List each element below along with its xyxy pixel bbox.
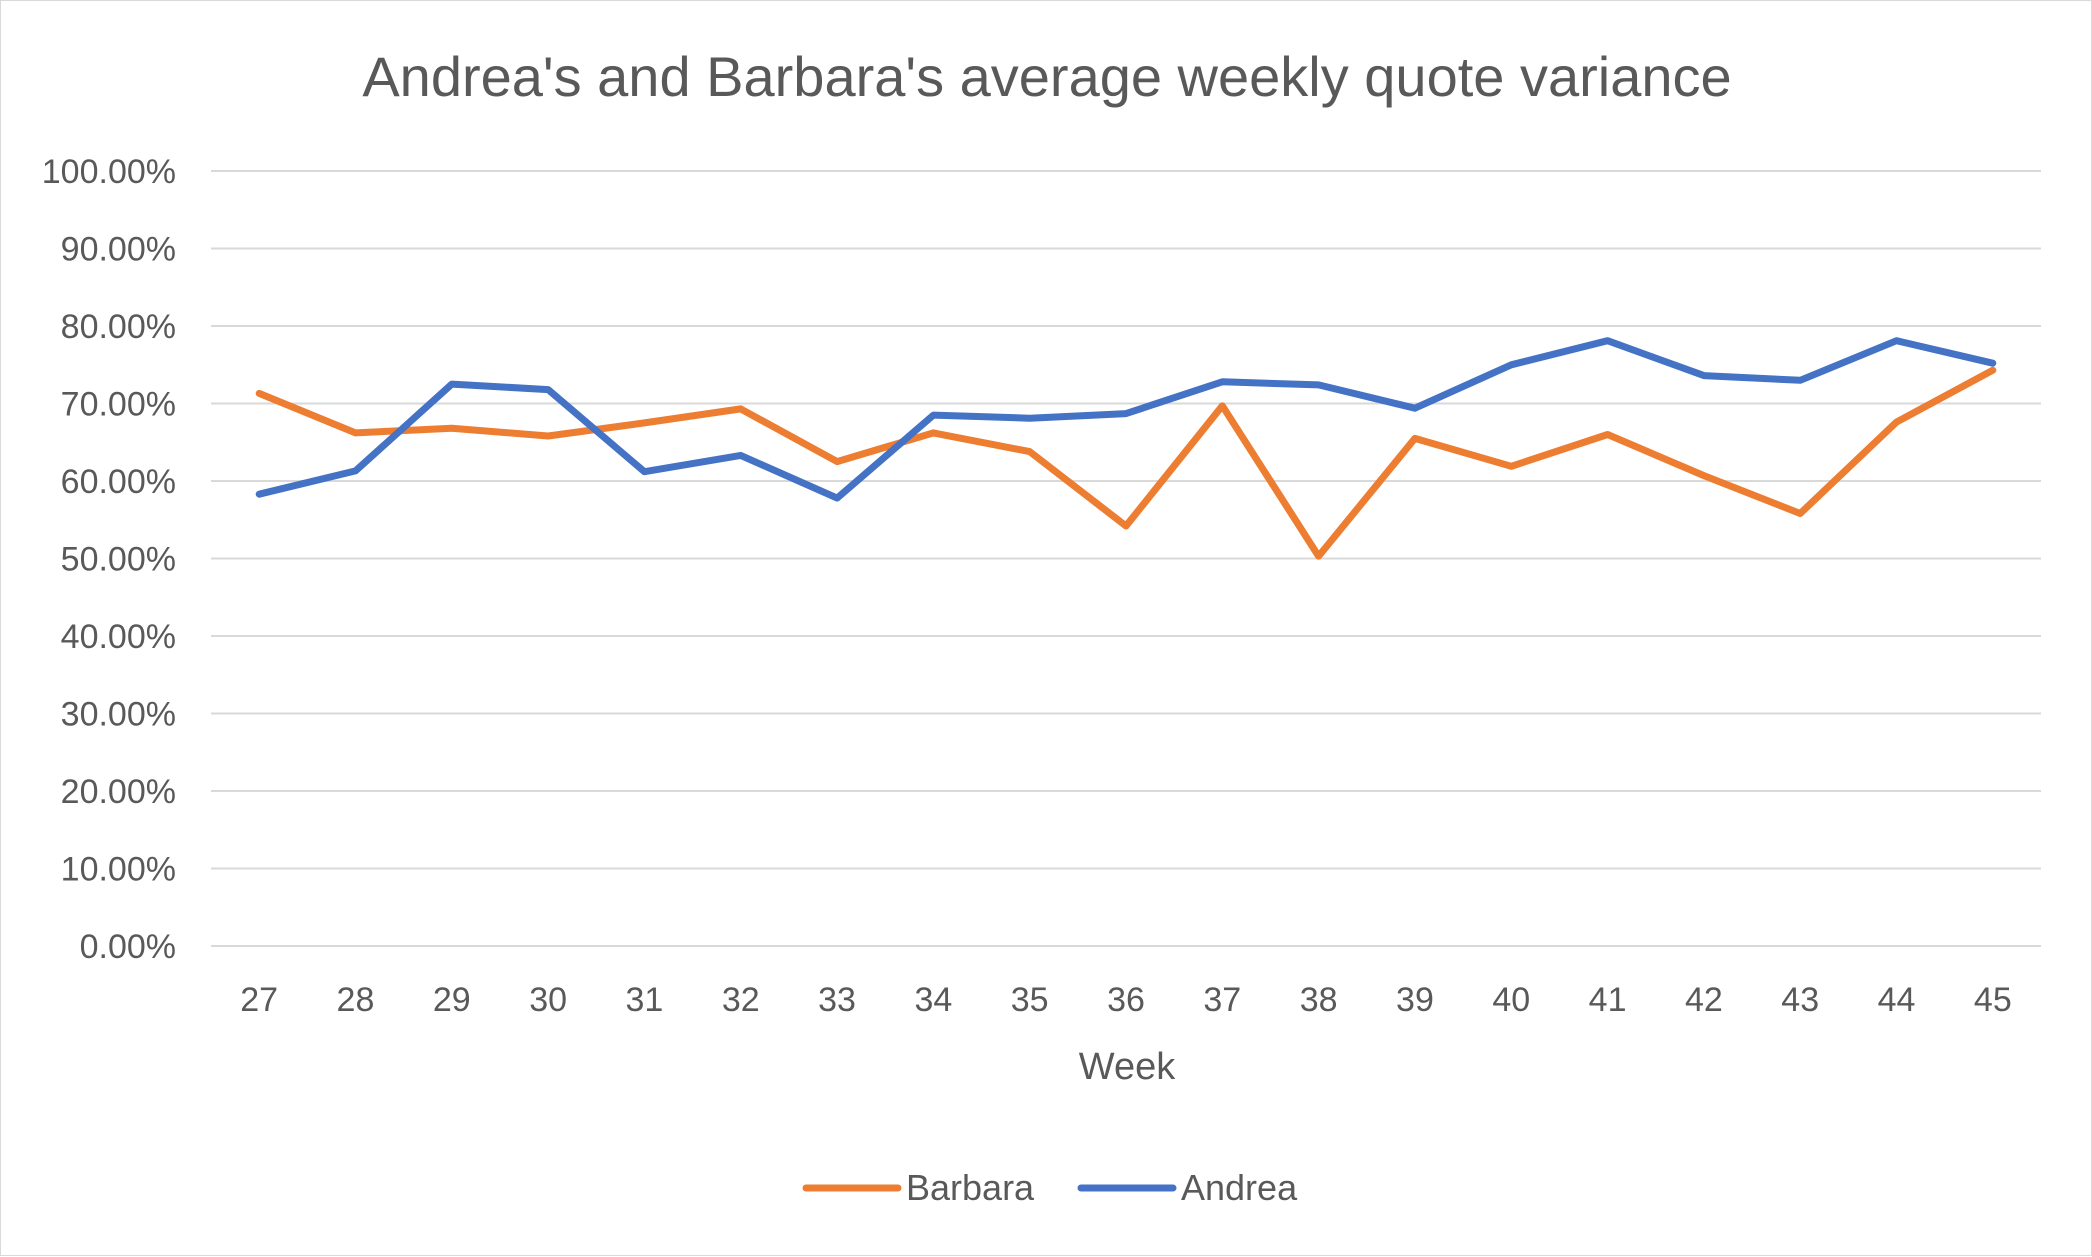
x-tick-label: 30	[529, 981, 567, 1019]
x-tick-label: 45	[1974, 981, 2012, 1019]
x-tick-label: 32	[722, 981, 760, 1019]
x-tick-label: 29	[433, 981, 471, 1019]
y-tick-label: 20.00%	[61, 773, 176, 811]
y-tick-label: 50.00%	[61, 541, 176, 579]
y-tick-label: 70.00%	[61, 386, 176, 424]
x-tick-label: 34	[914, 981, 952, 1019]
y-tick-label: 80.00%	[61, 308, 176, 346]
x-tick-label: 39	[1396, 981, 1434, 1019]
x-tick-label: 38	[1300, 981, 1338, 1019]
x-tick-label: 28	[337, 981, 375, 1019]
series-lines	[255, 337, 1997, 560]
legend: Barbara Andrea	[802, 1167, 1298, 1208]
x-tick-label: 37	[1203, 981, 1241, 1019]
x-tick-label: 41	[1589, 981, 1627, 1019]
y-tick-label: 0.00%	[80, 928, 176, 966]
series-line-andrea	[255, 337, 1997, 502]
legend-label-barbara: Barbara	[906, 1167, 1035, 1208]
y-tick-label: 40.00%	[61, 618, 176, 656]
gridlines	[211, 170, 2041, 947]
y-tick-label: 30.00%	[61, 696, 176, 734]
x-tick-label: 40	[1492, 981, 1530, 1019]
y-axis-ticks: 0.00% 10.00% 20.00% 30.00% 40.00% 50.00% 60.00…	[42, 153, 176, 966]
x-tick-label: 31	[626, 981, 664, 1019]
y-tick-label: 60.00%	[61, 463, 176, 501]
y-tick-label: 10.00%	[61, 851, 176, 889]
x-tick-label: 36	[1107, 981, 1145, 1019]
series-line-barbara	[255, 366, 1997, 560]
y-tick-label: 90.00%	[61, 231, 176, 269]
x-tick-label: 42	[1685, 981, 1723, 1019]
chart-title: Andrea's and Barbara's average weekly qu…	[362, 45, 1731, 108]
x-tick-label: 33	[818, 981, 856, 1019]
x-tick-label: 27	[240, 981, 278, 1019]
x-tick-label: 44	[1878, 981, 1916, 1019]
y-tick-label: 100.00%	[42, 153, 176, 191]
legend-label-andrea: Andrea	[1181, 1167, 1298, 1208]
x-tick-label: 35	[1011, 981, 1049, 1019]
x-tick-label: 43	[1781, 981, 1819, 1019]
x-axis-title: Week	[1079, 1046, 1176, 1088]
x-axis-ticks: 27 28 29 30 31 32 33 34 35 36 37 38 39 40 41 42 43 44 45	[240, 981, 2012, 1019]
